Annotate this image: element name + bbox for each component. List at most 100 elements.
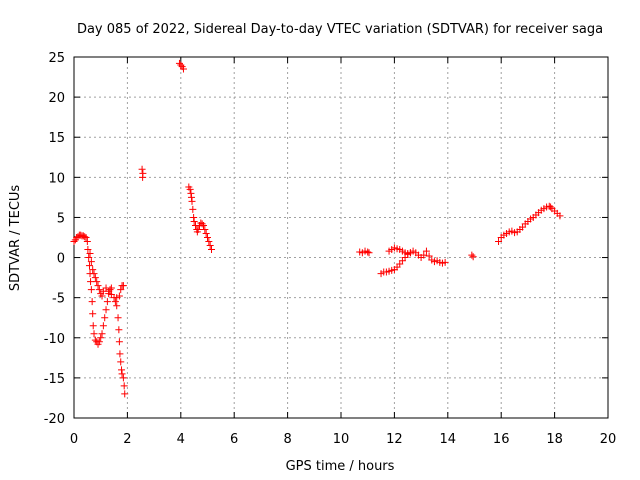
- data-point: [87, 286, 95, 294]
- data-point: [70, 238, 78, 246]
- data-point: [85, 254, 93, 262]
- x-tick-labels: 0 2 4 6 8 10 12 14 16 18 20: [70, 432, 616, 447]
- data-point: [115, 338, 123, 346]
- y-tick-label: -20: [44, 412, 65, 427]
- data-point: [187, 193, 195, 201]
- x-tick-label: 12: [386, 432, 403, 447]
- data-point: [206, 242, 214, 250]
- data-point: [202, 229, 210, 237]
- data-point: [188, 197, 196, 205]
- data-point: [119, 282, 127, 290]
- data-point: [194, 225, 202, 233]
- data-point: [82, 234, 90, 241]
- data-point: [116, 350, 124, 358]
- data-point: [106, 286, 114, 294]
- data-point: [198, 220, 206, 228]
- y-axis-label: SDTVAR / TECUs: [8, 185, 23, 292]
- data-point: [97, 334, 105, 342]
- data-point: [95, 286, 103, 294]
- data-point: [93, 278, 101, 286]
- data-point: [117, 286, 125, 294]
- data-point: [86, 250, 94, 258]
- grid: [74, 57, 608, 418]
- data-point: [87, 258, 95, 266]
- data-point: [115, 326, 123, 334]
- data-point: [88, 298, 96, 306]
- x-tick-label: 20: [600, 432, 617, 447]
- data-point: [422, 247, 430, 255]
- data-point: [99, 322, 107, 330]
- data-point: [117, 358, 125, 366]
- y-tick-label: 10: [48, 171, 65, 186]
- data-point: [111, 298, 119, 306]
- x-tick-label: 18: [546, 432, 563, 447]
- data-point: [89, 310, 97, 318]
- y-tick-label: -15: [44, 372, 65, 387]
- data-point: [83, 238, 91, 246]
- data-point: [189, 205, 197, 213]
- x-tick-label: 14: [440, 432, 457, 447]
- data-point: [199, 221, 207, 229]
- x-tick-label: 4: [177, 432, 185, 447]
- x-tick-label: 2: [123, 432, 131, 447]
- data-point: [81, 233, 89, 241]
- data-point: [89, 322, 97, 330]
- data-point: [208, 246, 216, 254]
- chart-title: Day 085 of 2022, Sidereal Day-to-day VTE…: [77, 22, 603, 37]
- data-point: [469, 253, 477, 261]
- data-point: [186, 185, 194, 193]
- data-point: [95, 338, 103, 346]
- data-point: [87, 278, 95, 286]
- data-point: [114, 314, 122, 322]
- y-tick-label: 5: [57, 211, 65, 226]
- y-tick-label: 25: [48, 51, 65, 66]
- data-point: [119, 374, 127, 382]
- data-point: [468, 251, 476, 259]
- y-tick-label: 0: [57, 252, 65, 267]
- data-point: [406, 249, 414, 257]
- data-point: [101, 314, 109, 322]
- data-point: [187, 189, 195, 197]
- data-point: [98, 292, 106, 300]
- data-point: [113, 302, 121, 310]
- data-point: [90, 330, 98, 338]
- data-point: [190, 213, 198, 221]
- data-point: [89, 266, 97, 274]
- axis-ticks: [73, 56, 609, 419]
- data-point: [205, 238, 213, 246]
- data-point: [190, 217, 198, 225]
- data-point: [115, 292, 123, 300]
- data-point: [103, 298, 111, 306]
- data-point: [91, 274, 99, 282]
- data-point: [118, 366, 126, 374]
- data-point: [98, 330, 106, 338]
- y-tick-label: 15: [48, 131, 65, 146]
- data-point: [121, 390, 129, 398]
- data-point: [365, 249, 373, 257]
- data-point: [139, 169, 147, 177]
- y-tick-label: -10: [44, 332, 65, 347]
- data-point: [201, 225, 209, 233]
- data-point: [495, 238, 503, 246]
- data-point: [118, 370, 126, 378]
- y-tick-label: -5: [52, 292, 65, 307]
- data-point: [420, 251, 428, 259]
- data-point: [177, 61, 185, 69]
- data-point: [85, 262, 93, 270]
- data-point: [425, 252, 433, 260]
- data-point: [102, 306, 110, 314]
- x-tick-label: 0: [70, 432, 78, 447]
- data-point: [556, 212, 564, 220]
- data-point: [179, 65, 187, 73]
- x-tick-label: 16: [493, 432, 510, 447]
- x-tick-label: 6: [230, 432, 238, 447]
- data-series: [70, 59, 564, 398]
- data-point: [90, 270, 98, 278]
- data-point: [138, 165, 146, 173]
- data-point: [547, 203, 555, 211]
- x-axis-label: GPS time / hours: [286, 459, 395, 474]
- data-point: [91, 336, 99, 344]
- y-tick-labels: -20 -15 -10 -5 0 5 10 15 20 25: [44, 51, 65, 427]
- x-tick-label: 10: [333, 432, 350, 447]
